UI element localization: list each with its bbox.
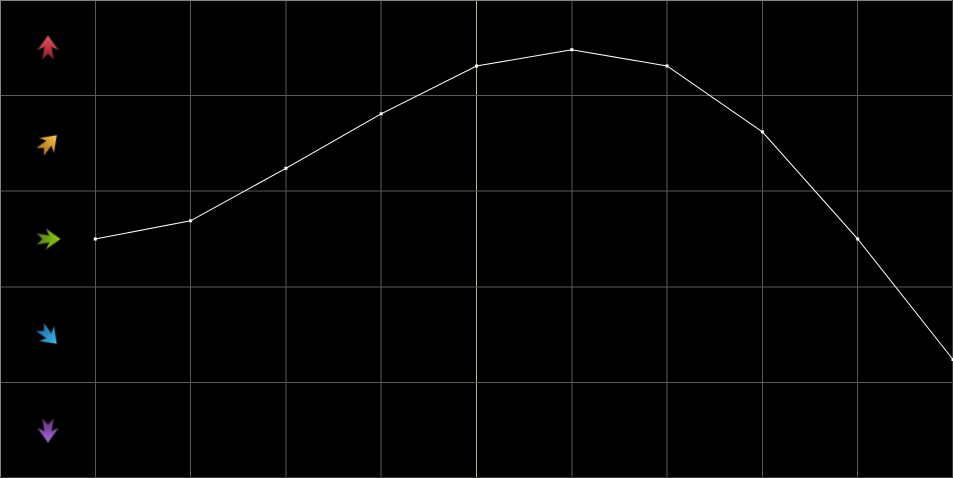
trend-graph-panel [0,0,953,478]
trend-line-series [93,48,953,361]
